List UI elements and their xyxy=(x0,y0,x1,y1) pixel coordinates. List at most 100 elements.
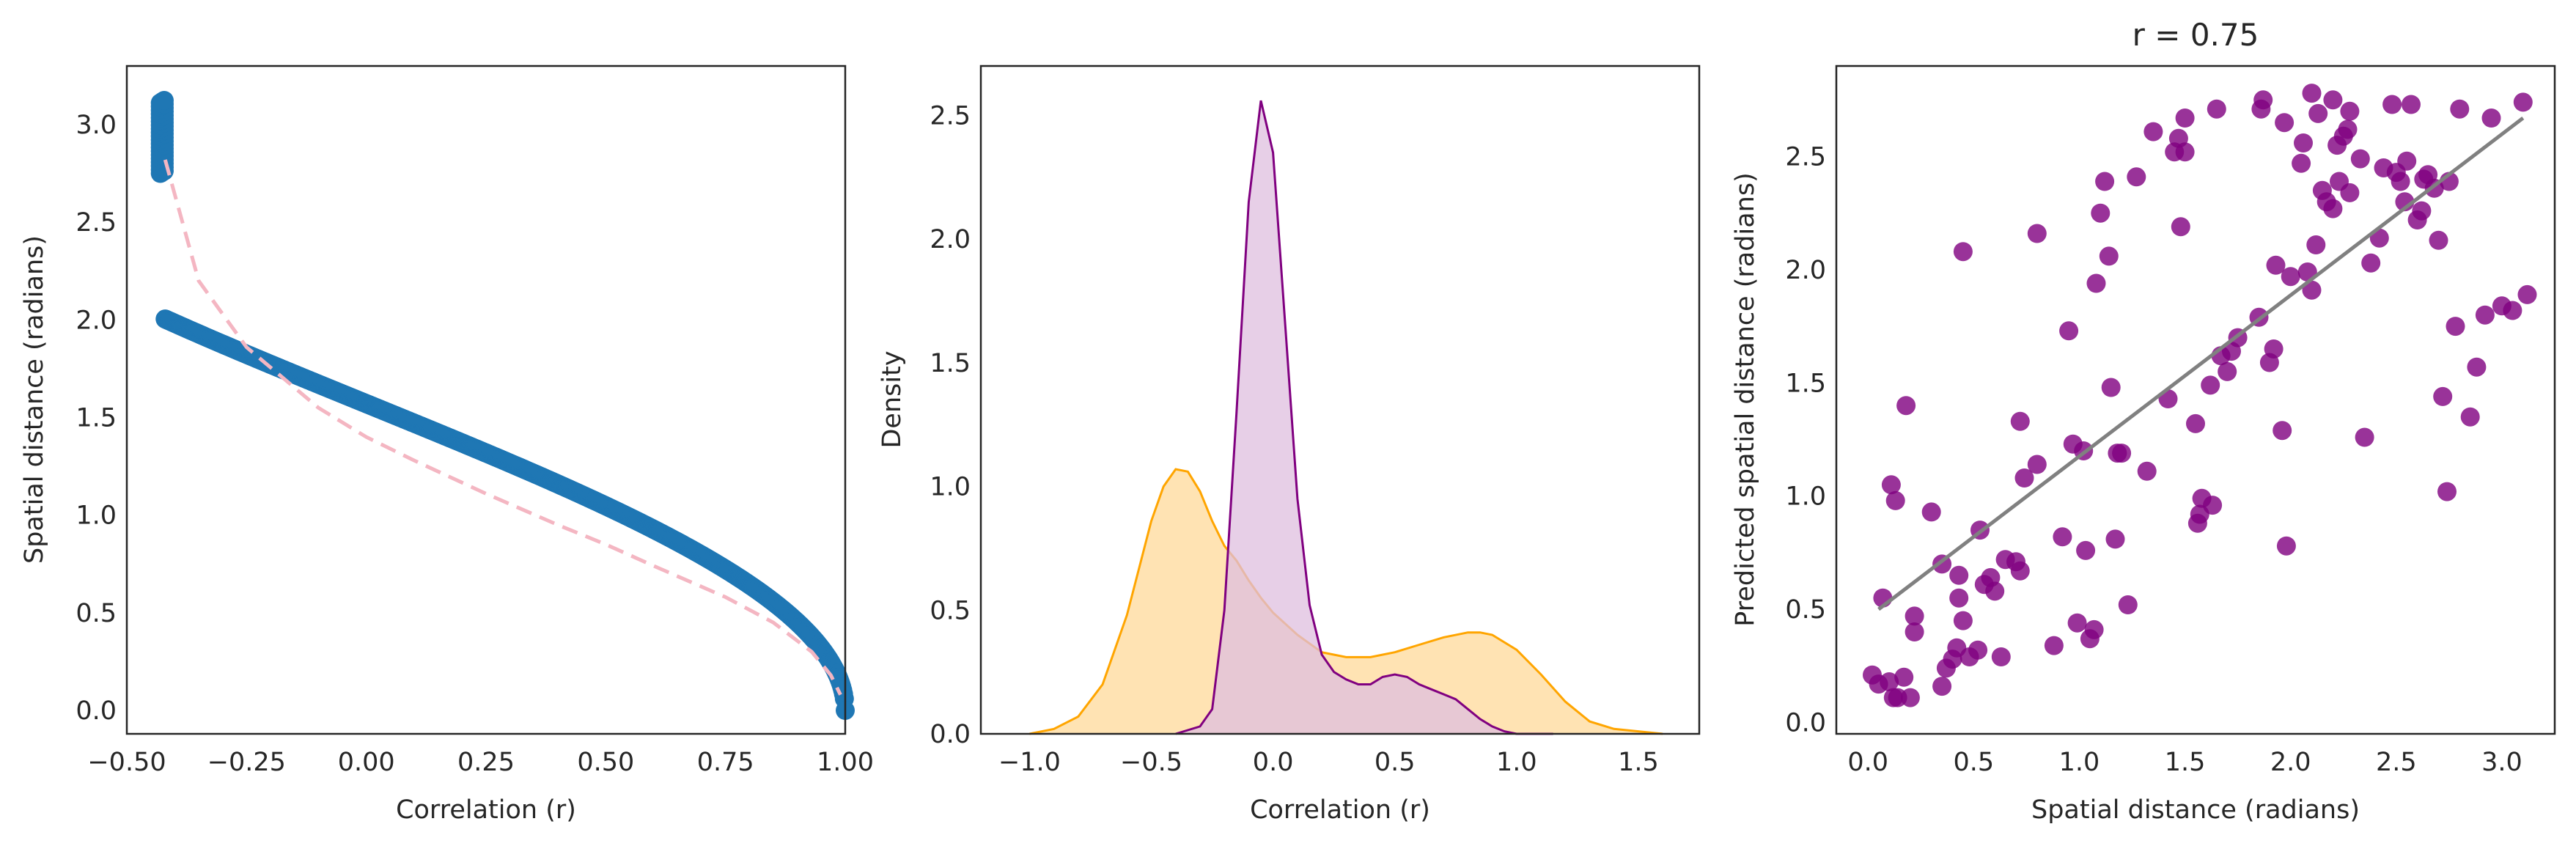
panel-1-x-tick-label: −0.25 xyxy=(207,748,286,777)
panel-3-data-point xyxy=(2010,561,2030,581)
panel-1-y-tick-label: 2.0 xyxy=(76,306,117,335)
panel-3-data-point xyxy=(2517,284,2537,304)
panel-3-data-point xyxy=(2143,122,2163,141)
panel-3-data-point xyxy=(2391,172,2410,191)
panel-3-data-point xyxy=(2412,201,2432,221)
panel-3-data-point xyxy=(2266,255,2286,275)
panel-3-data-point xyxy=(2402,95,2421,114)
panel-3-data-point xyxy=(1953,611,1973,630)
panel-1-point-series xyxy=(150,90,855,721)
panel-3-data-point xyxy=(2186,413,2205,433)
panel-3-data-point xyxy=(1880,672,1899,691)
panel-3-data-point xyxy=(1991,647,2011,666)
panel-3-data-point xyxy=(2467,357,2487,377)
panel-3-data-point xyxy=(2086,273,2106,293)
panel-1-x-tick-label: 0.50 xyxy=(577,748,634,777)
panel-3-data-point xyxy=(2067,613,2087,633)
panel-3-data-point xyxy=(2076,540,2096,560)
panel-2-plot-area xyxy=(1029,100,1663,735)
panel-3-x-tick-label: 0.5 xyxy=(1954,748,1995,777)
panel-2-density-orange-fill xyxy=(1029,469,1663,734)
panel-3-data-point xyxy=(2292,153,2311,173)
panel-3-data-point xyxy=(2203,496,2223,515)
panel-2-x-axis-label: Correlation (r) xyxy=(1250,795,1430,825)
panel-3-data-point xyxy=(2218,361,2237,381)
panel-3-y-ticks: 0.0 0.5 1.0 1.5 2.0 2.5 xyxy=(1785,143,1826,738)
panel-3-data-point xyxy=(1921,502,1941,522)
panel-3-data-point xyxy=(2112,444,2132,463)
panel-3-data-point xyxy=(2350,149,2370,169)
panel-3-data-point xyxy=(2382,95,2402,114)
panel-3-data-point xyxy=(1968,640,1988,660)
panel-3-predicted-distance: 0.0 0.5 1.0 1.5 2.0 2.5 3.0 0.0 0.5 1.0 1.5 2.0 2.5… xyxy=(1731,17,2556,825)
panel-3-data-point xyxy=(2308,103,2328,123)
panel-3-data-point xyxy=(1905,622,1924,641)
panel-3-y-tick-label: 0.0 xyxy=(1785,709,1826,738)
panel-3-data-point xyxy=(2513,92,2533,112)
panel-2-y-axis-label: Density xyxy=(877,350,907,448)
panel-3-data-point xyxy=(2275,113,2295,133)
panel-3-plot-area xyxy=(1863,84,2537,707)
panel-3-data-point xyxy=(2294,133,2313,152)
panel-3-data-point xyxy=(2446,317,2465,336)
panel-3-data-point xyxy=(2306,235,2326,254)
panel-3-data-point xyxy=(2171,217,2190,237)
panel-3-data-point xyxy=(2059,321,2079,341)
panel-3-data-point xyxy=(2450,99,2470,119)
panel-3-data-point xyxy=(2175,108,2195,128)
panel-2-density: −1.0 −0.5 0.0 0.5 1.0 1.5 0.00.51.01.52.02.5 … xyxy=(877,65,1701,825)
panel-3-data-point xyxy=(1985,581,2005,601)
panel-3-data-point xyxy=(2429,230,2448,250)
panel-3-data-point xyxy=(2302,280,2322,300)
panel-3-data-point xyxy=(2095,172,2115,191)
panel-1-y-tick-label: 1.0 xyxy=(76,501,117,531)
panel-3-data-point xyxy=(2355,427,2374,447)
panel-3-x-tick-label: 2.0 xyxy=(2270,748,2311,777)
panel-1-frame xyxy=(125,65,847,735)
panel-3-y-tick-label: 1.0 xyxy=(1785,482,1826,512)
panel-2-y-tick-label: 2.5 xyxy=(930,101,971,130)
panel-3-data-point xyxy=(2475,305,2495,325)
panel-3-data-point xyxy=(2014,468,2034,488)
panel-3-data-point xyxy=(2137,461,2157,481)
panel-3-data-point xyxy=(2264,339,2284,358)
panel-2-frame xyxy=(979,65,1701,735)
panel-3-data-point xyxy=(2338,119,2358,139)
panel-3-data-point xyxy=(2099,246,2119,266)
panel-3-data-point xyxy=(1949,588,1969,608)
panel-1-y-ticks: 0.0 0.5 1.0 1.5 2.0 2.5 3.0 xyxy=(76,111,117,726)
panel-3-data-point xyxy=(2118,595,2138,614)
panel-3-data-point xyxy=(2044,636,2064,655)
panel-3-data-point xyxy=(2253,90,2273,110)
panel-3-data-point xyxy=(1881,475,1901,495)
panel-3-data-point xyxy=(1885,490,1905,510)
panel-1-x-tick-label: 1.00 xyxy=(817,748,874,777)
panel-2-x-tick-label: −1.0 xyxy=(998,748,1061,777)
panel-2-x-tick-label: 0.5 xyxy=(1375,748,1416,777)
panel-3-x-tick-label: 0.0 xyxy=(1847,748,1888,777)
panel-1-y-tick-label: 2.5 xyxy=(76,208,117,238)
panel-3-y-tick-label: 0.5 xyxy=(1785,595,1826,625)
panel-1-y-tick-label: 0.5 xyxy=(76,599,117,628)
panel-1-x-tick-label: 0.00 xyxy=(338,748,395,777)
panel-1-x-tick-label: 0.75 xyxy=(697,748,754,777)
panel-2-x-tick-label: 1.0 xyxy=(1496,748,1537,777)
panel-2-x-ticks: −1.0 −0.5 0.0 0.5 1.0 1.5 xyxy=(998,748,1659,777)
panel-3-data-point xyxy=(2460,407,2480,427)
panel-2-y-tick-label: 1.5 xyxy=(930,349,971,378)
panel-3-x-axis-label: Spatial distance (radians) xyxy=(2031,795,2360,825)
panel-1-plot-area xyxy=(150,90,855,721)
panel-3-data-point xyxy=(2175,142,2195,162)
panel-1-y-axis-label: Spatial distance (radians) xyxy=(20,235,49,564)
panel-1-y-tick-label: 0.0 xyxy=(76,696,117,726)
panel-3-data-point xyxy=(1900,688,1920,707)
panel-3-data-point xyxy=(1894,667,1914,687)
panel-3-data-point xyxy=(2302,84,2322,103)
panel-1-fit-line xyxy=(163,159,842,696)
panel-2-density-purple-line xyxy=(1175,100,1553,735)
panel-1-x-tick-label: 0.25 xyxy=(457,748,515,777)
panel-3-data-point xyxy=(1953,242,1973,262)
panel-3-data-point xyxy=(2084,619,2104,639)
panel-3-data-point xyxy=(2276,536,2296,556)
